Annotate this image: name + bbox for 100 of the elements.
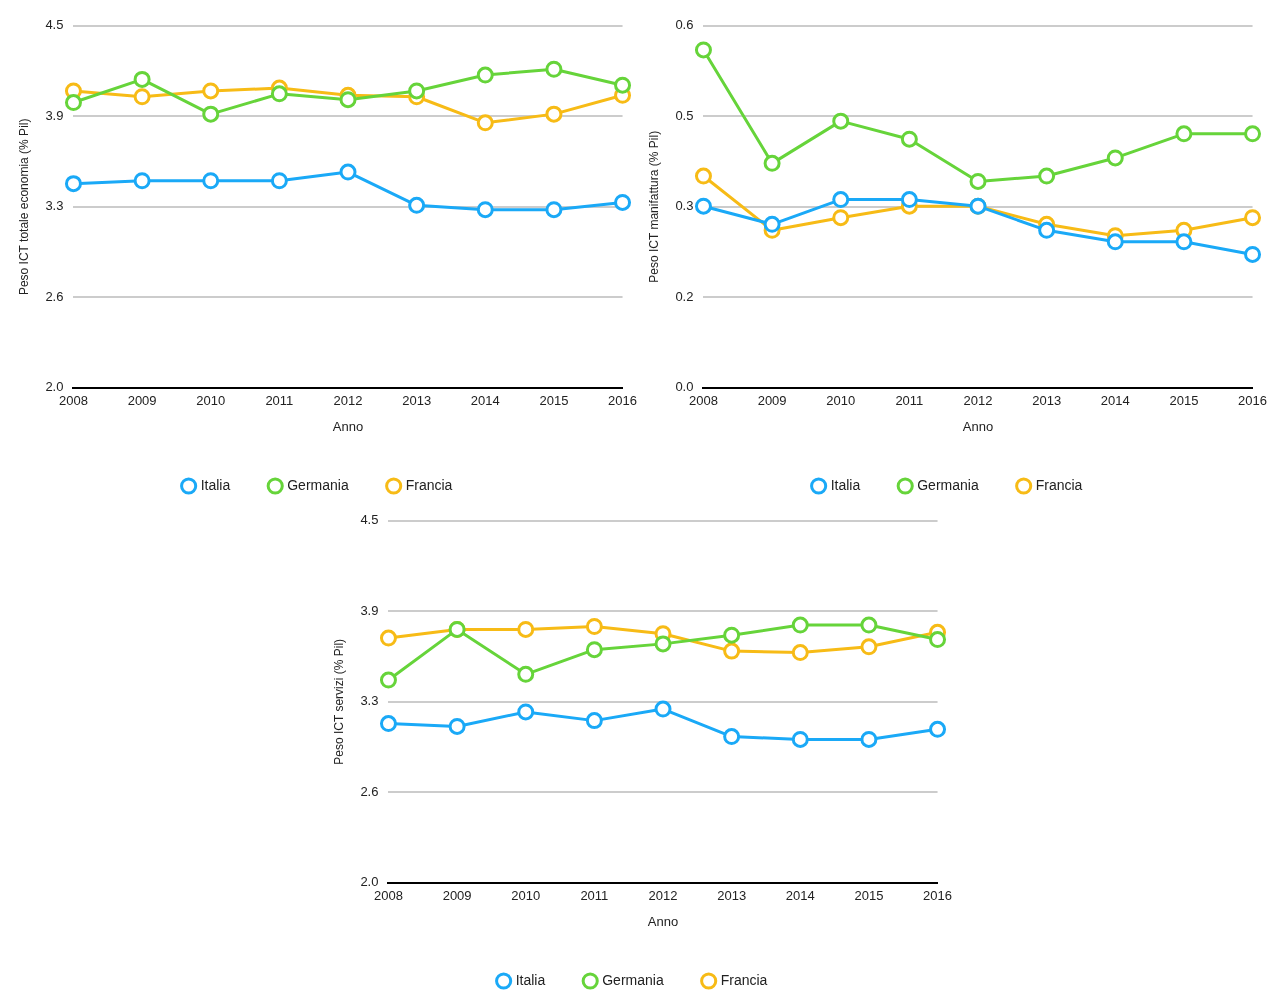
point [1244, 209, 1262, 227]
y-axis-title: Peso ICT manifattura (% Pil) [646, 130, 661, 283]
x-tick-label: 2012 [963, 393, 993, 409]
legend-label: Francia [1035, 476, 1083, 493]
point [723, 642, 741, 660]
x-axis-title: Anno [647, 913, 679, 929]
point [860, 730, 878, 748]
x-tick-label: 2011 [265, 393, 294, 409]
point [339, 91, 357, 109]
point [694, 41, 712, 59]
legend-label: Germania [917, 476, 979, 493]
y-tick-label: 4.5 [360, 512, 379, 528]
x-tick-label: 2011 [895, 393, 924, 409]
point [1244, 125, 1262, 143]
point [585, 618, 603, 635]
point [517, 665, 535, 683]
point [64, 94, 82, 112]
point [860, 638, 878, 656]
point [654, 635, 672, 653]
legend-label: Germania [287, 476, 349, 493]
x-tick-label: 2010 [826, 393, 856, 409]
point [379, 671, 397, 689]
x-tick-label: 2015 [539, 393, 569, 409]
legend-label: Francia [405, 476, 453, 493]
y-tick-label: 3.3 [45, 198, 64, 214]
point [614, 76, 632, 94]
x-tick-label: 2016 [923, 888, 952, 904]
x-tick-label: 2010 [511, 888, 541, 904]
point [763, 215, 781, 233]
point [969, 172, 987, 190]
point [448, 717, 466, 735]
point [408, 196, 426, 214]
x-tick-label: 2016 [1238, 393, 1267, 409]
point [545, 105, 563, 123]
point [791, 644, 809, 662]
x-axis-title: Anno [332, 418, 364, 434]
point [1106, 233, 1124, 251]
y-tick-label: 2.6 [360, 783, 379, 799]
y-tick-label: 3.9 [360, 602, 379, 618]
legend-label: Italia [830, 476, 861, 493]
point [832, 191, 850, 209]
y-tick-label: 3.9 [45, 107, 64, 123]
x-tick-label: 2014 [470, 393, 500, 409]
y-tick-label: 0.5 [675, 107, 694, 123]
y-tick-label: 0.6 [675, 17, 694, 33]
point [379, 715, 397, 733]
point [723, 626, 741, 644]
point [408, 82, 426, 100]
point [133, 70, 151, 88]
point [585, 712, 603, 730]
point [202, 82, 220, 100]
point [585, 641, 603, 659]
point [654, 700, 672, 718]
y-axis-title: Peso ICT servizi (% Pil) [331, 638, 346, 765]
y-tick-label: 2.0 [360, 874, 379, 890]
x-tick-label: 2008 [374, 888, 403, 904]
point [476, 66, 494, 84]
legend-label: Francia [720, 971, 768, 988]
point [614, 193, 632, 211]
x-tick-label: 2009 [757, 393, 787, 409]
point [476, 114, 494, 132]
point [694, 197, 712, 215]
x-axis-title: Anno [962, 418, 994, 434]
y-tick-label: 3.3 [360, 693, 379, 709]
point [1106, 149, 1124, 167]
x-tick-label: 2012 [648, 888, 678, 904]
point [1175, 233, 1193, 251]
x-tick-label: 2010 [196, 393, 226, 409]
point [791, 730, 809, 748]
point [1038, 167, 1056, 185]
x-tick-label: 2009 [442, 888, 472, 904]
point [270, 85, 288, 103]
x-tick-label: 2013 [717, 888, 747, 904]
x-tick-label: 2013 [402, 393, 432, 409]
y-tick-label: 0.3 [675, 198, 694, 214]
legend-label: Germania [602, 971, 664, 988]
x-tick-label: 2015 [854, 888, 884, 904]
point [1244, 245, 1262, 263]
point [1038, 221, 1056, 239]
x-tick-label: 2013 [1032, 393, 1062, 409]
point [202, 105, 220, 123]
point [723, 728, 741, 746]
x-tick-label: 2012 [333, 393, 363, 409]
point [517, 703, 535, 721]
x-tick-label: 2014 [1100, 393, 1130, 409]
point [832, 112, 850, 130]
legend-label: Italia [515, 971, 546, 988]
y-tick-label: 0.2 [675, 288, 694, 304]
point [929, 720, 947, 738]
point [133, 88, 151, 106]
x-tick-label: 2008 [689, 393, 718, 409]
point [900, 130, 918, 148]
legend-label: Italia [200, 476, 231, 493]
point [545, 201, 563, 219]
point [860, 616, 878, 634]
point [929, 631, 947, 649]
y-tick-label: 2.0 [45, 379, 64, 395]
point [763, 154, 781, 172]
point [832, 209, 850, 227]
y-tick-label: 0.0 [675, 379, 694, 395]
